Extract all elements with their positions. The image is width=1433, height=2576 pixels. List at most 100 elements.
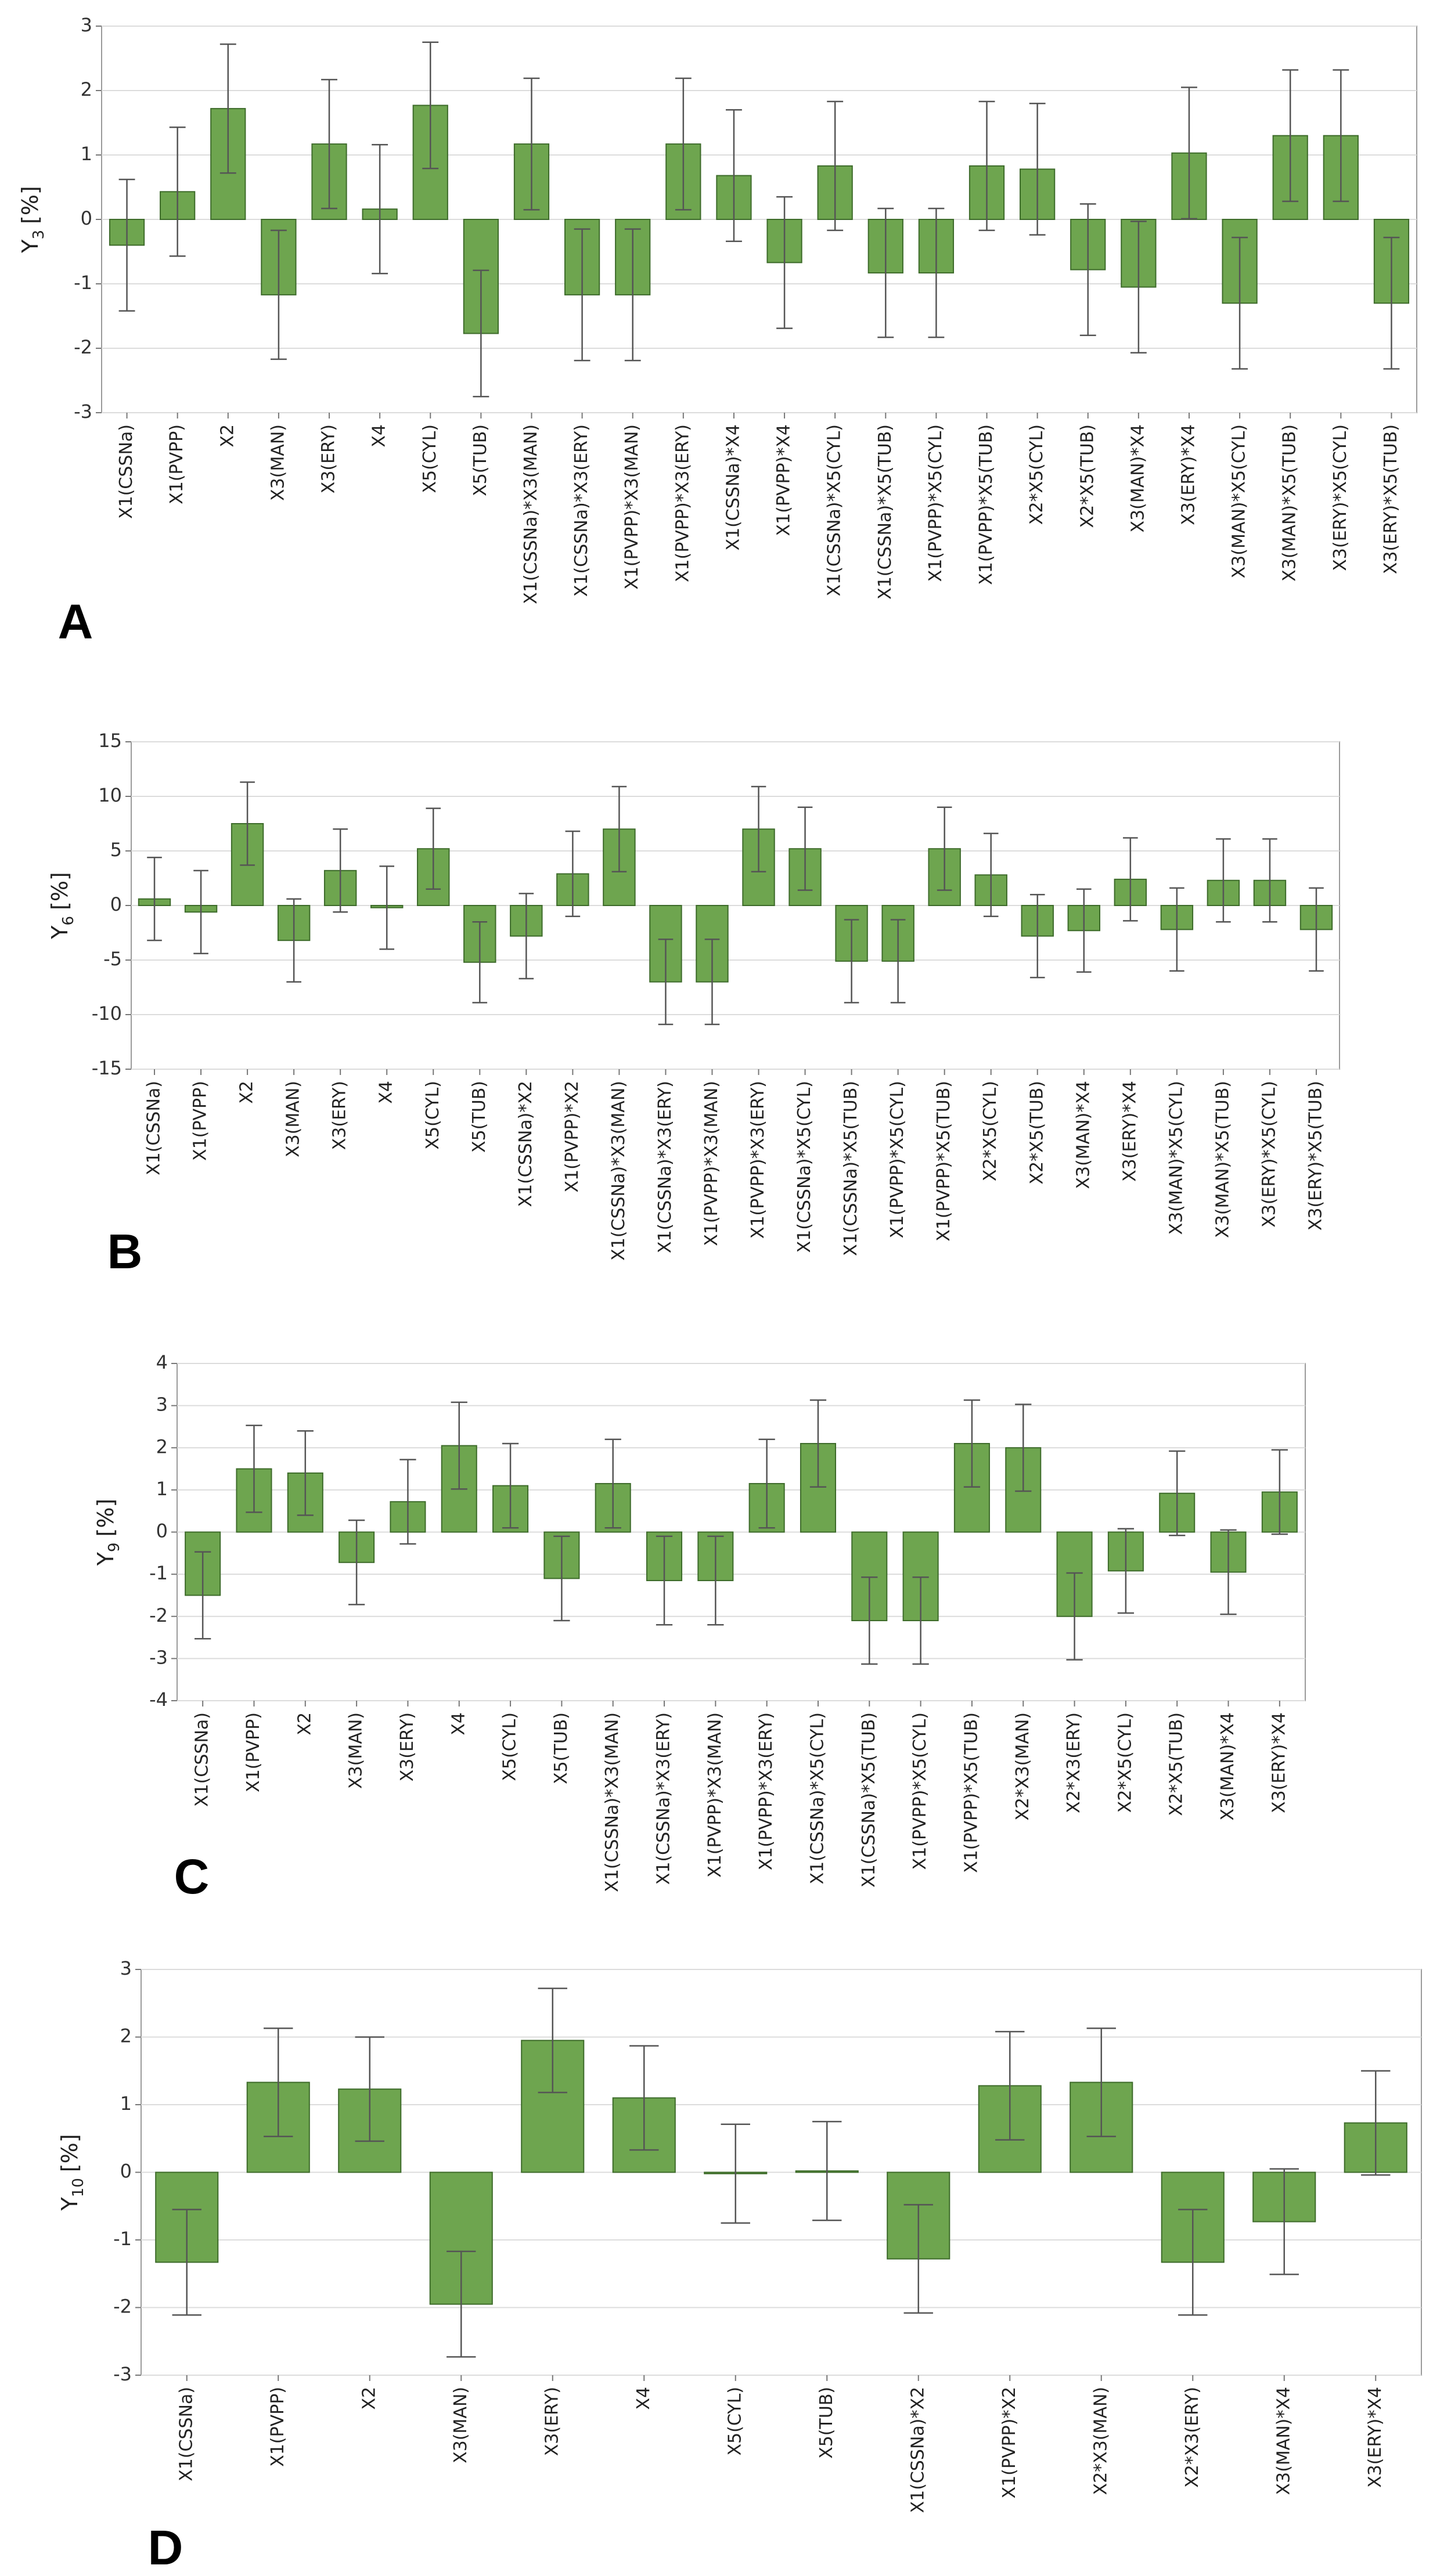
bar-group (246, 2027, 310, 2173)
y-tick-label: 0 (156, 1520, 168, 1542)
x-tick-label: X3(ERY)*X4 (1365, 2387, 1385, 2488)
bar-group (1171, 86, 1207, 221)
x-tick-label: X5(TUB) (469, 1081, 489, 1153)
bar-group (160, 127, 196, 257)
y-tick-label: -2 (113, 2296, 132, 2318)
bar (1222, 219, 1258, 304)
y-tick-label: 2 (156, 1435, 168, 1457)
bar-group (564, 219, 600, 362)
panel-label: D (148, 2520, 183, 2575)
y-tick-label: -15 (92, 1057, 122, 1079)
x-tick-label: X5(TUB) (470, 424, 491, 496)
bar-group (696, 905, 729, 1026)
bar-group (612, 2045, 676, 2173)
x-tick-label: X1(CSSNa)*X4 (723, 424, 743, 551)
bar-group (1272, 69, 1308, 220)
bar-group (1373, 219, 1410, 370)
x-tick-label: X2*X5(CYL) (1115, 1712, 1135, 1813)
x-tick-label: X3(MAN)*X5(TUB) (1280, 424, 1300, 582)
bar-group (902, 1531, 939, 1665)
x-tick-label: X1(CSSNa)*X3(ERY) (654, 1712, 674, 1885)
bar-group (1253, 838, 1287, 923)
x-tick-label: X4 (448, 1712, 469, 1736)
x-tick-label: X3(MAN) (283, 1081, 304, 1157)
bar-group (323, 828, 357, 913)
y-tick-label: -5 (103, 948, 122, 970)
chart: -3 -2 -1 0 1 2 3 X1(CSSNa) X1(PVPP) X2 X3(MAN) X3(E… (17, 14, 1417, 649)
x-tick-label: X3(ERY) (330, 1081, 350, 1150)
bar-group (277, 898, 311, 983)
bar-group (521, 1987, 585, 2173)
x-tick-label: X1(CSSNa) (144, 1081, 164, 1175)
bar-group (817, 100, 853, 232)
x-tick-label: X3(ERY)*X5(TUB) (1381, 424, 1401, 574)
bar-group (210, 43, 246, 220)
bar-group (704, 2123, 768, 2224)
x-tick-label: X2*X3(ERY) (1182, 2387, 1202, 2488)
x-tick-label: X3(MAN) (451, 2387, 471, 2463)
bar-group (928, 806, 961, 906)
y-tick-label: -10 (92, 1002, 122, 1024)
x-tick-label: X1(PVPP)*X3(ERY) (672, 424, 693, 582)
bar-group (716, 109, 752, 242)
x-tick-label: X5(CYL) (420, 424, 440, 493)
bar-group (1021, 893, 1054, 979)
y-tick-label: 5 (110, 839, 122, 861)
x-tick-label: X1(CSSNa)*X3(MAN) (602, 1712, 622, 1892)
bar-group (646, 1531, 683, 1626)
x-tick-label: X1(PVPP)*X2 (562, 1081, 582, 1192)
x-tick-label: X3(ERY)*X4 (1269, 1712, 1289, 1813)
x-tick-label: X1(PVPP)*X3(MAN) (705, 1712, 725, 1878)
x-tick-label: X1(CSSNa)*X5(CYL) (794, 1081, 815, 1253)
y-tick-label: 15 (98, 730, 122, 752)
y-tick-label: -3 (149, 1646, 168, 1668)
bar-group (370, 865, 404, 950)
panel-label: B (107, 1224, 143, 1279)
x-tick-label: X1(CSSNa)*X5(TUB) (875, 424, 895, 600)
bar-group (800, 1399, 837, 1533)
bar-group (339, 1519, 375, 1606)
y-axis-label: Y9 [%] (93, 1499, 123, 1567)
bar-group (1159, 1450, 1196, 1536)
x-tick-label: X1(PVPP)*X3(ERY) (756, 1712, 776, 1870)
y-tick-label: -2 (74, 336, 92, 358)
bar-group (311, 78, 347, 220)
bar-group (109, 178, 145, 312)
y-tick-label: 10 (98, 784, 122, 806)
x-tick-label: X2 (237, 1081, 257, 1104)
bar-group (881, 905, 914, 1004)
bar-group (185, 1531, 221, 1640)
x-tick-label: X5(CYL) (423, 1081, 443, 1150)
x-tick-label: X1(PVPP)*X5(TUB) (934, 1081, 954, 1242)
x-tick-label: X2*X3(MAN) (1090, 2387, 1111, 2495)
y-tick-label: 1 (156, 1478, 168, 1500)
bar-group (835, 905, 868, 1004)
x-tick-label: X1(PVPP)*X5(TUB) (961, 1712, 981, 1873)
bar-group (417, 807, 450, 906)
x-tick-label: X1(CSSNa)*X2 (908, 2387, 928, 2513)
bar-group (665, 77, 701, 220)
bar-group (184, 870, 218, 954)
bar-group (155, 2171, 219, 2316)
bar-group (1222, 219, 1258, 370)
y-tick-label: 0 (81, 207, 92, 229)
y-axis-label-main: Y (57, 2197, 82, 2211)
bar-group (887, 2171, 950, 2314)
y-tick-label: 3 (156, 1394, 168, 1416)
bar-group (1252, 2168, 1316, 2275)
bar-group (1207, 838, 1240, 923)
x-tick-label: X3(ERY)*X5(CYL) (1259, 1081, 1279, 1228)
bar-group (1160, 887, 1194, 972)
bar-group (429, 2171, 493, 2358)
bar-group (1261, 1449, 1298, 1535)
x-tick-label: X1(CSSNa) (192, 1712, 213, 1807)
bar-group (968, 100, 1005, 232)
bar-group (441, 1401, 477, 1533)
x-tick-label: X2 (359, 2387, 379, 2410)
y-axis-label-main: Y (93, 1552, 118, 1566)
bar-group (974, 832, 1007, 918)
x-tick-label: X2*X3(MAN) (1013, 1712, 1033, 1821)
bar-group (795, 2120, 859, 2221)
y-tick-label: 0 (120, 2160, 132, 2182)
